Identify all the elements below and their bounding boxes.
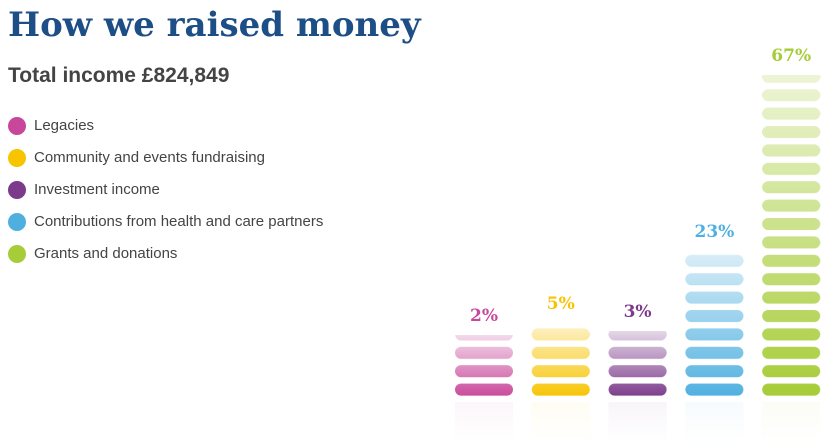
bar bbox=[762, 75, 821, 398]
legend-swatch bbox=[8, 181, 26, 199]
value-label: 3% bbox=[624, 302, 652, 322]
bar bbox=[455, 335, 513, 398]
value-label: 23% bbox=[694, 222, 734, 242]
chart-subtitle: Total income £824,849 bbox=[8, 64, 229, 87]
legend-swatch bbox=[8, 149, 26, 167]
value-label: 2% bbox=[470, 306, 498, 326]
legend-swatch bbox=[8, 245, 26, 263]
bar bbox=[531, 323, 590, 398]
legend-swatch bbox=[8, 213, 26, 231]
legend-label: Contributions from health and care partn… bbox=[34, 213, 323, 230]
bar bbox=[608, 331, 667, 398]
value-label: 67% bbox=[771, 46, 811, 66]
legend-label: Legacies bbox=[34, 117, 94, 134]
legend-label: Investment income bbox=[34, 181, 160, 198]
chart-title: How we raised money bbox=[8, 5, 422, 45]
legend-label: Grants and donations bbox=[34, 245, 177, 262]
value-label: 5% bbox=[547, 294, 575, 314]
legend-label: Community and events fundraising bbox=[34, 149, 265, 166]
bar bbox=[685, 251, 744, 398]
legend-swatch bbox=[8, 117, 26, 135]
